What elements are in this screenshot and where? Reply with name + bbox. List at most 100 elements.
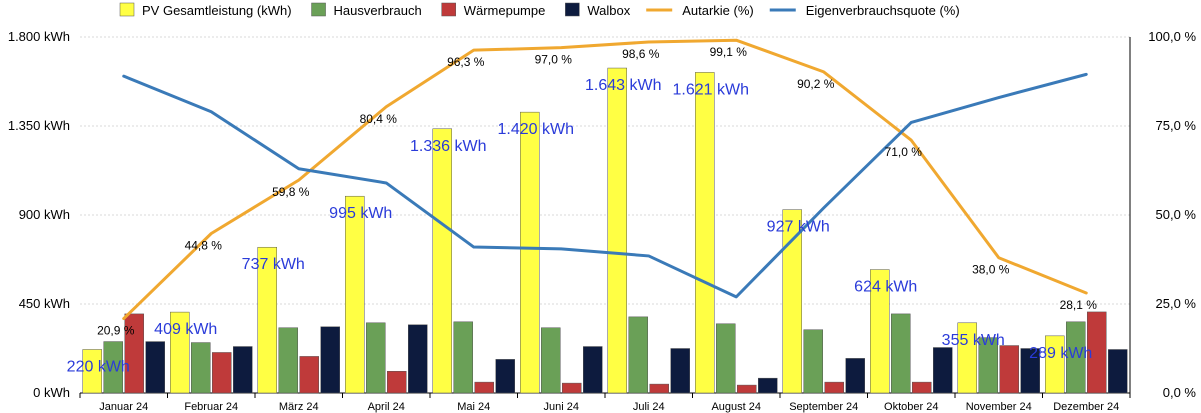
bar-2: [387, 370, 407, 394]
bar-3: [408, 324, 428, 394]
bar-1: [716, 323, 736, 394]
bar-0: [607, 67, 627, 394]
y-left-tick-label: 0 kWh: [33, 385, 70, 400]
bars: [82, 67, 1128, 394]
bar-1: [628, 316, 648, 394]
autarkie-data-label: 59,8 %: [272, 185, 310, 199]
legend-label: Hausverbrauch: [334, 3, 422, 18]
bar-3: [758, 377, 778, 394]
autarkie-data-label: 99,1 %: [710, 45, 748, 59]
legend-swatch: [441, 2, 456, 17]
bar-3: [670, 348, 690, 394]
y-right-tick-label: 25,0 %: [1156, 296, 1197, 311]
legend: PV Gesamtleistung (kWh) Hausverbrauch Wärm…: [119, 2, 960, 18]
y-right-tick-label: 50,0 %: [1156, 207, 1197, 222]
bar-1: [891, 313, 911, 394]
x-tick-label: März 24: [279, 401, 319, 413]
legend-label: Autarkie (%): [682, 3, 754, 18]
autarkie-data-label: 80,4 %: [360, 112, 398, 126]
pv-data-label: 409 kWh: [154, 321, 217, 338]
legend-label: PV Gesamtleistung (kWh): [142, 3, 292, 18]
x-tick-label: Dezember 24: [1053, 401, 1119, 413]
autarkie-data-label: 97,0 %: [535, 53, 573, 67]
autarkie-data-label: 96,3 %: [447, 55, 485, 69]
pv-data-label: 289 kWh: [1029, 345, 1092, 362]
x-tick-label: Februar 24: [184, 401, 238, 413]
bar-2: [299, 356, 319, 394]
bar-0: [345, 195, 365, 394]
autarkie-data-label: 20,9 %: [97, 324, 135, 338]
x-tick-label: April 24: [368, 401, 405, 413]
pv-data-label: 624 kWh: [854, 279, 917, 296]
autarkie-data-label: 71,0 %: [885, 145, 923, 159]
bar-2: [1087, 311, 1107, 394]
bar-0: [782, 209, 802, 394]
x-tick-label: November 24: [966, 401, 1032, 413]
legend-swatch: [119, 2, 135, 17]
bar-0: [957, 322, 977, 394]
data-labels: 220 kWh 409 kWh 737 kWh 995 kWh 1.336 kWh 1.4…: [67, 45, 1098, 375]
bar-3: [1020, 348, 1040, 394]
lines: [122, 38, 1088, 321]
legend-label: Eigenverbrauchsquote (%): [806, 3, 960, 18]
legend-swatch: [311, 2, 326, 17]
pv-data-label: 995 kWh: [329, 205, 392, 222]
bar-1: [366, 322, 386, 394]
pv-data-label: 1.336 kWh: [410, 138, 486, 155]
x-tick-label: September 24: [789, 401, 858, 413]
bar-2: [824, 381, 844, 394]
autarkie-data-label: 38,0 %: [972, 263, 1010, 277]
bar-2: [737, 384, 757, 394]
pv-data-label: 737 kWh: [242, 256, 305, 273]
y-left-tick-label: 1.350 kWh: [8, 118, 70, 133]
pv-data-label: 1.420 kWh: [498, 121, 574, 138]
line-series-1: [122, 72, 1088, 299]
autarkie-data-label: 44,8 %: [185, 239, 223, 253]
bar-3: [845, 358, 865, 394]
autarkie-data-label: 90,2 %: [797, 77, 835, 91]
bar-3: [320, 326, 340, 394]
line-series-0: [122, 38, 1088, 321]
bar-1: [803, 329, 823, 394]
bar-0: [870, 269, 890, 394]
bar-2: [474, 381, 494, 394]
bar-3: [933, 347, 953, 394]
y-right-tick-label: 0,0 %: [1163, 385, 1197, 400]
legend-label: Walbox: [587, 3, 630, 18]
y-left-tick-label: 900 kWh: [19, 207, 70, 222]
pv-data-label: 1.643 kWh: [585, 77, 661, 94]
pv-data-label: 1.621 kWh: [673, 81, 749, 98]
bar-2: [212, 352, 232, 394]
x-tick-label: Januar 24: [99, 401, 148, 413]
x-tick-label: Oktober 24: [884, 401, 938, 413]
bar-2: [649, 383, 669, 394]
axes: 0 kWh 450 kWh 900 kWh 1.350 kWh 1.800 kWh 0,0…: [8, 29, 1197, 413]
x-tick-label: Mai 24: [457, 401, 490, 413]
bar-3: [495, 359, 515, 394]
y-right-tick-label: 100,0 %: [1148, 29, 1196, 44]
bar-1: [978, 337, 998, 394]
y-left-tick-label: 1.800 kWh: [8, 29, 70, 44]
pv-data-label: 927 kWh: [767, 219, 830, 236]
bar-0: [82, 349, 102, 394]
bar-3: [583, 346, 603, 394]
pv-data-label: 220 kWh: [67, 358, 130, 375]
bar-1: [453, 321, 473, 394]
bar-2: [562, 382, 582, 394]
autarkie-data-label: 98,6 %: [622, 47, 660, 61]
bar-0: [257, 246, 277, 394]
bar-1: [278, 327, 298, 394]
x-tick-label: Juli 24: [633, 401, 665, 413]
legend-swatch: [565, 2, 580, 17]
bar-0: [695, 72, 715, 394]
bar-2: [912, 381, 932, 394]
bar-1: [103, 341, 123, 394]
bar-2: [999, 345, 1019, 394]
y-left-tick-label: 450 kWh: [19, 296, 70, 311]
bar-3: [233, 346, 253, 394]
x-tick-label: August 24: [711, 401, 761, 413]
bar-0: [170, 311, 190, 394]
bar-1: [541, 327, 561, 394]
autarkie-data-label: 28,1 %: [1060, 298, 1098, 312]
